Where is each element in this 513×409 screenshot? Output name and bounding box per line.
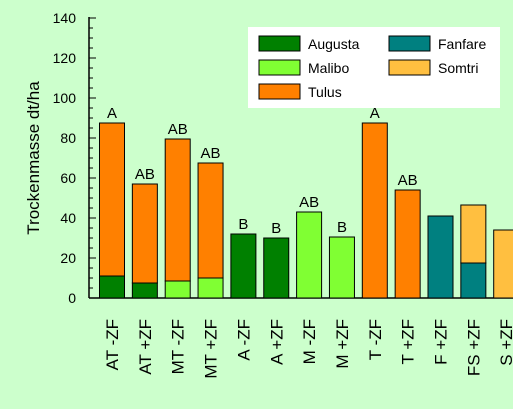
x-tick-label: AT -ZF bbox=[103, 319, 122, 370]
bar-segment-tulus bbox=[99, 122, 125, 277]
x-tick-label: S +ZF bbox=[497, 319, 513, 366]
x-tick-label: MT -ZF bbox=[169, 319, 188, 374]
legend-label: Somtri bbox=[438, 60, 478, 76]
bar-annotation: AB bbox=[201, 145, 221, 162]
legend-label: Fanfare bbox=[438, 36, 486, 52]
bar-segment-somtri bbox=[460, 204, 487, 264]
x-tick-label: A +ZF bbox=[267, 319, 286, 365]
x-tick-label: AT +ZF bbox=[136, 319, 155, 375]
y-tick-label: 20 bbox=[60, 250, 76, 266]
bar-annotation: A bbox=[370, 105, 380, 122]
x-tick-label: F +ZF bbox=[432, 319, 451, 365]
bar-annotation: A bbox=[107, 105, 117, 122]
y-axis-label: Trockenmasse dt/ha bbox=[24, 81, 43, 235]
bar-segment-augusta bbox=[131, 282, 158, 299]
x-tick-label: MT +ZF bbox=[202, 319, 221, 379]
bar-segment-augusta bbox=[230, 233, 257, 299]
legend-swatch-tulus bbox=[258, 83, 301, 100]
x-tick-label: M +ZF bbox=[333, 319, 352, 369]
legend-swatch-malibo bbox=[258, 59, 301, 76]
bar-segment-fanfare bbox=[460, 262, 487, 299]
bar-annotation: AB bbox=[299, 194, 319, 211]
y-tick-label: 40 bbox=[60, 210, 76, 226]
y-tick-label: 60 bbox=[60, 170, 76, 186]
y-tick-label: 0 bbox=[68, 290, 76, 306]
y-tick-label: 140 bbox=[53, 10, 77, 26]
legend-swatch-fanfare bbox=[388, 35, 431, 52]
y-tick-label: 80 bbox=[60, 130, 76, 146]
y-tick-label: 120 bbox=[53, 50, 77, 66]
bar-segment-tulus bbox=[164, 138, 191, 282]
bar-segment-tulus bbox=[361, 122, 388, 299]
x-tick-label: T -ZF bbox=[366, 319, 385, 360]
bar-segment-augusta bbox=[99, 275, 125, 299]
bar-segment-augusta bbox=[263, 237, 290, 299]
bar-segment-fanfare bbox=[427, 215, 454, 299]
bar-segment-malibo bbox=[164, 280, 191, 299]
legend: Augusta Fanfare Malibo Somtri Tulus bbox=[248, 27, 500, 108]
x-tick-label: FS +ZF bbox=[464, 319, 483, 376]
y-tick-label: 100 bbox=[53, 90, 77, 106]
x-tick-label: M -ZF bbox=[300, 319, 319, 364]
x-tick-label: A -ZF bbox=[234, 319, 253, 361]
bar-annotation: B bbox=[238, 216, 248, 233]
x-tick-label: T +ZF bbox=[399, 319, 418, 365]
bar-segment-malibo bbox=[296, 211, 323, 299]
legend-swatch-augusta bbox=[258, 35, 301, 52]
legend-label: Tulus bbox=[308, 84, 342, 100]
bar-annotation: B bbox=[271, 220, 281, 237]
bar-annotation: AB bbox=[168, 121, 188, 138]
bar-segment-somtri bbox=[493, 229, 513, 299]
bar-annotation: AB bbox=[135, 166, 155, 183]
bar-annotation: B bbox=[337, 219, 347, 236]
bar-segment-tulus bbox=[197, 162, 224, 279]
bar-segment-malibo bbox=[328, 236, 355, 299]
bars-layer bbox=[99, 122, 513, 299]
legend-label: Malibo bbox=[308, 60, 349, 76]
bar-segment-tulus bbox=[131, 183, 158, 284]
bar-segment-malibo bbox=[197, 277, 224, 299]
bar-annotation: AB bbox=[398, 172, 418, 189]
bar-segment-tulus bbox=[394, 189, 421, 299]
legend-swatch-somtri bbox=[388, 59, 431, 76]
legend-label: Augusta bbox=[308, 36, 360, 52]
